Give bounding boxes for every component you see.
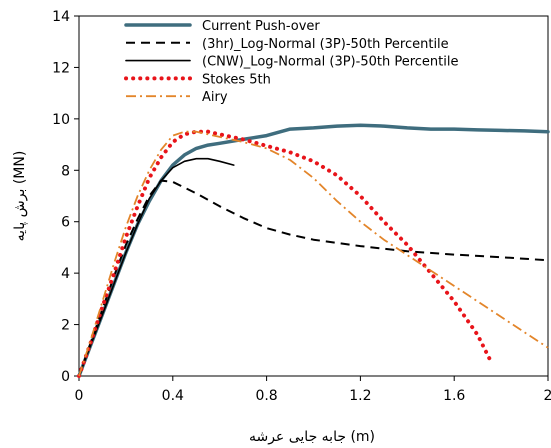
x-tick-label: 0.8 [255, 388, 277, 404]
legend-label-1: (3hr)_Log-Normal (3P)-50th Percentile [202, 37, 449, 52]
series-line-4 [78, 130, 549, 377]
axis-ticks: 0 0.4 0.8 1.2 1.6 2 0 2 4 6 8 10 12 14 [52, 9, 551, 404]
legend-label-2: (CNW)_Log-Normal (3P)-50th Percentile [202, 55, 458, 70]
y-axis-label: برش پایه (MN) [12, 151, 28, 242]
series-line-3 [77, 129, 494, 378]
x-tick-label: 0.4 [162, 388, 184, 404]
y-tick-label: 0 [61, 369, 70, 385]
y-tick-label: 10 [52, 112, 70, 128]
series-layer [77, 123, 550, 378]
legend-label-3: Stokes 5th [202, 72, 271, 87]
y-tick-label: 8 [61, 163, 70, 179]
x-tick-label: 1.6 [443, 388, 465, 404]
legend-label-0: Current Push-over [202, 19, 320, 34]
plot-area [78, 15, 549, 377]
y-tick-label: 14 [52, 9, 70, 25]
y-tick-label: 6 [61, 215, 70, 231]
x-tick-label: 2 [544, 388, 551, 404]
legend: Current Push-over (3hr)_Log-Normal (3P)-5… [124, 19, 458, 105]
series-line-1 [78, 179, 549, 377]
x-tick-label: 0 [75, 388, 84, 404]
series-line-2 [78, 157, 235, 377]
x-tick-label: 1.2 [349, 388, 371, 404]
legend-label-4: Airy [202, 90, 228, 105]
y-tick-label: 4 [61, 266, 70, 282]
series-line-0 [77, 123, 550, 378]
y-tick-label: 2 [61, 318, 70, 334]
y-tick-label: 12 [52, 60, 70, 76]
x-axis-label: جابه جایی عرشه (m) [249, 429, 375, 445]
plot-border [78, 15, 549, 377]
